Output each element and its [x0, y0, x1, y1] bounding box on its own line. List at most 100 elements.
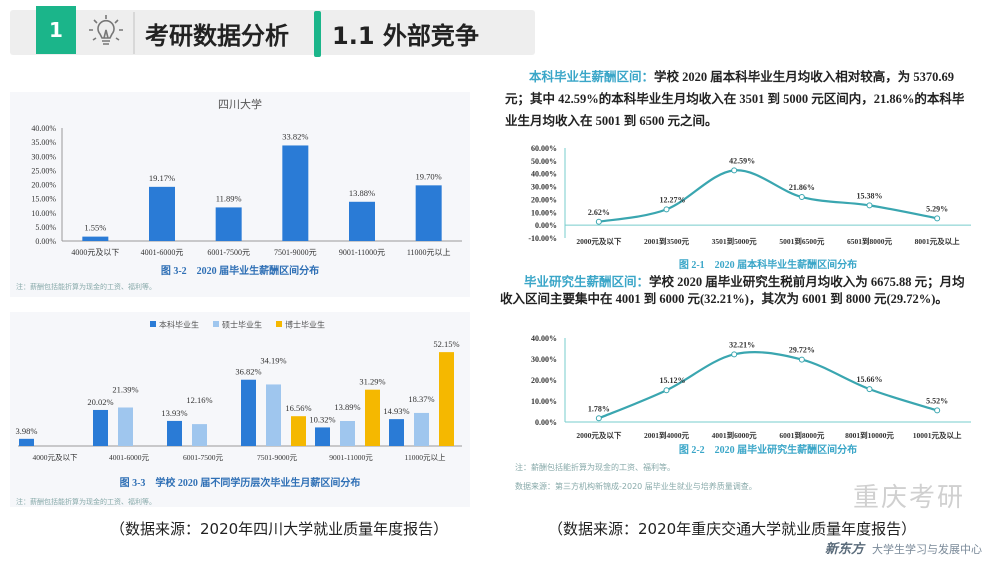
- chart-caption: 图 2-1 2020 届本科毕业生薪酬区间分布: [679, 258, 857, 271]
- data-label: 19.70%: [416, 171, 442, 181]
- series-line: [598, 169, 938, 223]
- y-tick-label: 25.00%: [31, 166, 56, 175]
- section-number-badge: 1: [36, 6, 76, 54]
- x-tick-label: 5001到6500元: [779, 236, 824, 246]
- data-label: 1.78%: [588, 404, 610, 413]
- paragraph-undergrad: 本科毕业生薪酬区间：学校 2020 届本科毕业生月均收入相对较高，为 5370.…: [505, 66, 967, 132]
- y-tick-label: 40.00%: [531, 334, 557, 343]
- data-label: 12.16%: [186, 395, 212, 405]
- bar: [349, 201, 375, 241]
- data-label: 14.93%: [383, 406, 409, 416]
- bar: [340, 420, 355, 446]
- data-label: 2.62%: [588, 208, 610, 217]
- legend-label: 硕士毕业生: [222, 320, 262, 330]
- x-tick-label: 3501到5000元: [712, 236, 758, 246]
- data-label: 20.02%: [87, 397, 113, 407]
- x-tick-label: 4001-6000元: [109, 453, 149, 462]
- x-tick-label: 10001元及以上: [913, 430, 962, 440]
- y-tick-label: 10.00%: [531, 397, 557, 406]
- x-tick-label: 8001到10000元: [845, 430, 894, 440]
- lightbulb-icon: [89, 15, 123, 45]
- data-label: 5.29%: [926, 204, 948, 213]
- data-label: 1.55%: [84, 223, 106, 233]
- y-tick-label: 35.00%: [31, 138, 56, 147]
- data-label: 13.88%: [349, 188, 375, 198]
- bar: [266, 384, 281, 446]
- data-label: 13.89%: [334, 402, 360, 412]
- x-tick-label: 2001到4000元: [644, 430, 689, 440]
- chart-panel-sichuan: [10, 92, 470, 297]
- chart-title: 四川大学: [218, 97, 262, 111]
- bar: [82, 236, 109, 241]
- bar: [149, 186, 175, 241]
- bar: [414, 412, 429, 446]
- bar: [118, 407, 133, 446]
- logo: 新东方 大学生学习与发展中心: [825, 543, 982, 557]
- y-tick-label: -10.00%: [528, 234, 557, 243]
- y-tick-label: 20.00%: [531, 195, 557, 204]
- bar: [439, 352, 454, 446]
- y-tick-label: 5.00%: [35, 223, 56, 232]
- data-label: 15.66%: [857, 375, 883, 384]
- data-point: [731, 167, 738, 174]
- bar: [93, 409, 108, 446]
- y-tick-label: 0.00%: [535, 418, 557, 427]
- y-tick-label: 20.00%: [31, 181, 56, 190]
- x-tick-label: 4000元及以下: [71, 248, 119, 257]
- y-tick-label: 30.00%: [31, 152, 56, 161]
- legend-label: 本科毕业生: [159, 320, 199, 330]
- data-label: 34.19%: [260, 355, 286, 365]
- x-tick-label: 4001到6000元: [712, 430, 758, 440]
- paragraph-postgrad: 毕业研究生薪酬区间：学校 2020 届毕业研究生税前月均收入为 6675.88 …: [500, 274, 970, 308]
- x-tick-label: 11000元以上: [405, 453, 446, 462]
- divider: [133, 12, 135, 54]
- y-tick-label: 20.00%: [531, 376, 557, 385]
- x-tick-label: 2000元及以下: [576, 431, 621, 440]
- data-point: [798, 194, 805, 201]
- bar: [19, 438, 34, 446]
- chart-note: 注：薪酬包括能折算为现金的工资、福利等。: [515, 463, 675, 472]
- data-label: 11.89%: [216, 193, 242, 203]
- data-point: [595, 218, 602, 225]
- data-point: [934, 407, 941, 414]
- bar: [282, 145, 309, 241]
- x-tick-label: 11000元以上: [407, 248, 451, 257]
- data-source-note: 数据来源：第三方机构新锦成-2020 届毕业生就业与培养质量调查。: [515, 482, 757, 491]
- x-tick-label: 6001到8000元: [779, 430, 824, 440]
- bar: [167, 420, 182, 446]
- data-point: [663, 206, 670, 213]
- chart-caption: 图 3-3 学校 2020 届不同学历层次毕业生月薪区间分布: [120, 476, 361, 489]
- chart-caption: 图 3-2 2020 届毕业生薪酬区间分布: [161, 264, 319, 277]
- chart-panel-degree: [10, 312, 470, 507]
- data-label: 36.82%: [235, 367, 261, 377]
- x-tick-label: 9001-11000元: [339, 248, 385, 257]
- bar: [291, 416, 306, 446]
- data-label: 29.72%: [789, 346, 815, 355]
- data-label: 15.12%: [660, 376, 686, 385]
- x-tick-label: 6001-7500元: [183, 453, 223, 462]
- x-tick-label: 4001-6000元: [141, 248, 184, 257]
- logo-text: 大学生学习与发展中心: [872, 543, 982, 556]
- data-point: [798, 356, 805, 363]
- x-tick-label: 9001-11000元: [329, 453, 373, 462]
- y-tick-label: 0.00%: [535, 221, 557, 230]
- line-chart-postgrad: 0.00% 10.00% 20.00% 30.00% 40.00% 1.78% 2000元及…: [531, 334, 971, 456]
- bar: [415, 185, 442, 241]
- data-label: 18.37%: [408, 394, 434, 404]
- paragraph-lead: 毕业研究生薪酬区间：: [524, 275, 650, 289]
- bar: [389, 419, 404, 446]
- data-label: 32.21%: [729, 340, 755, 349]
- data-label: 5.52%: [926, 396, 948, 405]
- data-label: 42.59%: [729, 156, 755, 165]
- chart-note: 注：薪酬包括能折算为现金的工资、福利等。: [16, 282, 156, 291]
- y-tick-label: 30.00%: [531, 183, 557, 192]
- data-label: 15.38%: [857, 191, 883, 200]
- y-tick-label: 40.00%: [531, 170, 557, 179]
- x-tick-label: 2000元及以下: [576, 237, 621, 246]
- y-tick-label: 60.00%: [531, 144, 557, 153]
- paragraph-text: 学校 2020 届本科毕业生月均收入相对较高，为 5370.69 元；其中 42…: [505, 70, 965, 128]
- data-label: 33.82%: [282, 131, 308, 141]
- data-point: [866, 202, 873, 209]
- legend-label: 博士毕业生: [285, 320, 325, 330]
- bar: [192, 424, 207, 446]
